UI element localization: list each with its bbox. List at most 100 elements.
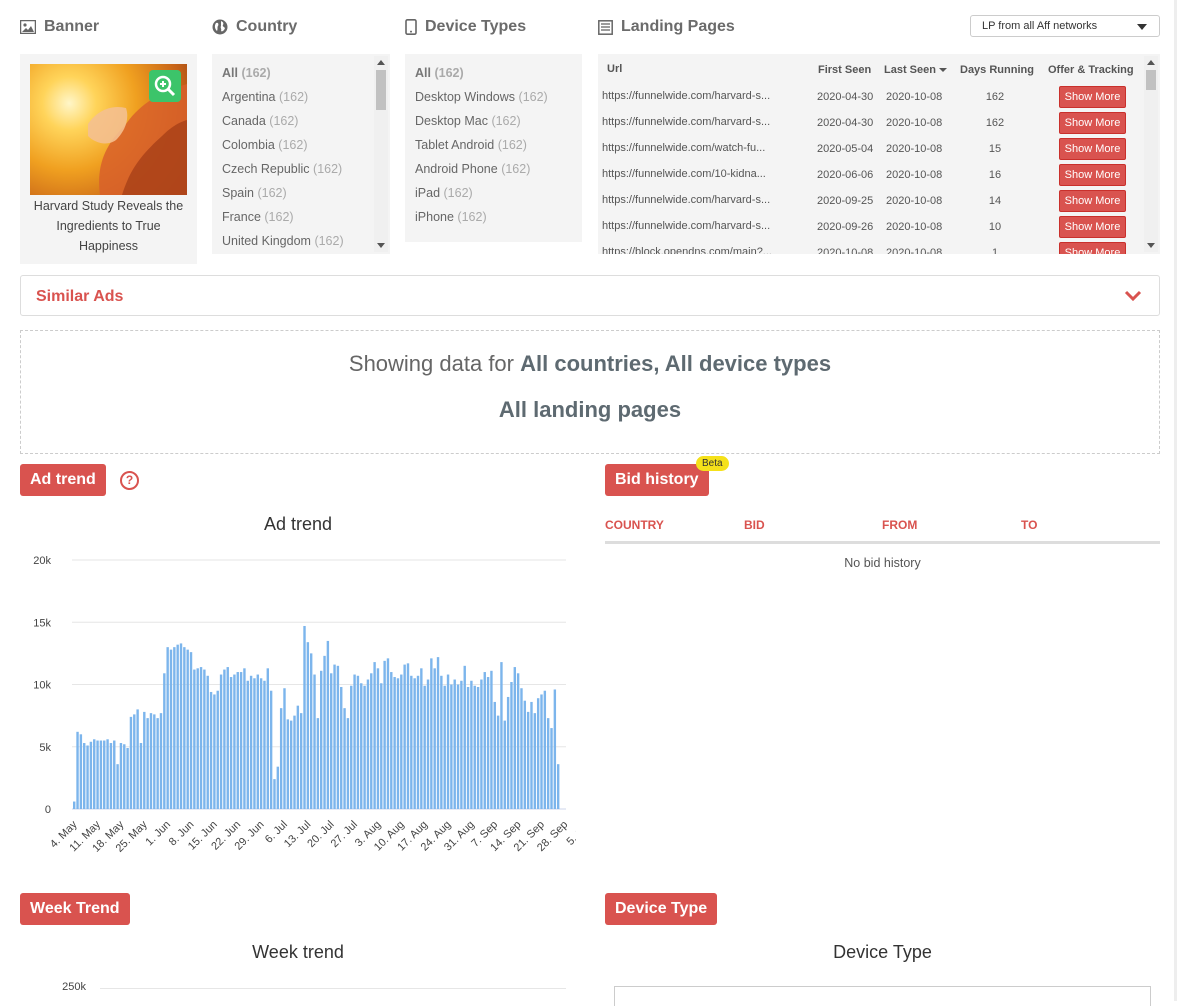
bar [326,640,330,809]
scroll-thumb[interactable] [1146,70,1156,90]
bar [396,678,400,809]
device-item-count: (162) [497,138,527,152]
bar [463,665,466,809]
device-item-all[interactable]: All (162) [415,66,464,80]
ad-trend-badge: Ad trend [20,464,106,496]
bar [176,644,179,809]
bar [99,740,103,809]
beta-badge: Beta [696,456,729,471]
y-tick-label: 0 [45,804,51,816]
show-more-button[interactable]: Show More [1059,216,1126,238]
country-item-argentina[interactable]: Argentina (162) [222,90,308,104]
x-tick-label: 5. Oct [564,819,576,848]
lp-header-last-seen-label: Last Seen [884,64,936,76]
bar [296,705,300,809]
country-item-united-kingdom[interactable]: United Kingdom (162) [222,234,344,248]
country-item-canada[interactable]: Canada (162) [222,114,298,128]
country-item-spain[interactable]: Spain (162) [222,186,287,200]
bar [93,739,96,809]
lp-header-first-seen[interactable]: First Seen [818,64,872,76]
device-item-desktop-windows[interactable]: Desktop Windows (162) [415,90,548,104]
lp-url[interactable]: https://funnelwide.com/harvard-s... [602,220,771,232]
device-item-desktop-mac[interactable]: Desktop Mac (162) [415,114,521,128]
device-item-count: (162) [457,210,487,224]
bar [119,743,123,809]
country-item-all[interactable]: All (162) [222,66,271,80]
device-item-android-phone[interactable]: Android Phone (162) [415,162,530,176]
device-item-ipad[interactable]: iPad (162) [415,186,473,200]
bar [350,685,353,809]
zoom-button[interactable] [149,70,181,102]
landing-title: Landing Pages [598,18,735,36]
bar [483,672,486,809]
country-scrollbar[interactable] [374,56,388,252]
country-item-label: Canada [222,114,266,128]
show-more-button[interactable]: Show More [1059,164,1126,186]
show-more-button[interactable]: Show More [1059,242,1126,254]
show-more-button[interactable]: Show More [1059,112,1126,134]
bar [493,701,496,809]
bar [196,668,199,809]
banner-title-text: Banner [44,18,100,35]
lp-header-url[interactable]: Url [607,63,623,75]
lp-last-seen: 2020-10-08 [886,247,943,254]
scroll-thumb[interactable] [376,70,386,110]
country-item-france[interactable]: France (162) [222,210,294,224]
similar-ads-label: Similar Ads [36,288,124,305]
lp-url[interactable]: https://funnelwide.com/harvard-s... [602,90,771,102]
lp-url[interactable]: https://funnelwide.com/harvard-s... [602,194,771,206]
scroll-up-icon[interactable] [377,60,385,65]
bar [129,716,133,809]
mobile-icon [405,19,417,35]
banner-title: Banner [20,18,99,36]
lp-scrollbar[interactable] [1144,56,1158,252]
device-item-iphone[interactable]: iPhone (162) [415,210,487,224]
bar [256,674,259,809]
bar [543,690,547,809]
lp-days-running: 14 [988,195,1002,207]
banner-image[interactable] [30,64,187,195]
lp-days-running: 162 [985,117,1005,129]
lp-url[interactable]: https://block.opendns.com/main?... [602,246,772,254]
scroll-down-icon[interactable] [1147,243,1155,248]
bar [136,709,139,809]
lp-url[interactable]: https://funnelwide.com/watch-fu... [602,142,766,154]
device-item-tablet-android[interactable]: Tablet Android (162) [415,138,527,152]
lp-header-last-seen[interactable]: Last Seen [884,64,948,76]
bar [229,677,233,809]
help-icon[interactable]: ? [120,471,139,490]
bar [183,647,186,809]
bar [133,714,136,809]
caret-down-icon [1137,24,1147,30]
show-more-button[interactable]: Show More [1059,138,1126,160]
country-item-colombia[interactable]: Colombia (162) [222,138,307,152]
bar [156,718,159,809]
y-tick-label: 20k [33,555,51,567]
lp-first-seen: 2020-09-25 [817,195,874,207]
y-tick-label: 15k [33,617,51,629]
show-more-button[interactable]: Show More [1059,190,1126,212]
lp-header-days-running[interactable]: Days Running [960,64,1034,76]
bar [526,711,530,809]
bar [320,670,323,809]
lp-first-seen: 2020-04-30 [817,91,874,103]
bar [166,647,169,809]
bar [106,739,109,809]
lp-last-seen: 2020-10-08 [886,91,943,103]
bid-history-badge: Bid history [605,464,709,496]
country-item-czech-republic[interactable]: Czech Republic (162) [222,162,342,176]
similar-ads-accordion[interactable]: Similar Ads [20,275,1160,316]
lp-network-select[interactable]: LP from all Aff networks [970,15,1160,37]
country-title-text: Country [236,18,298,35]
show-more-button[interactable]: Show More [1059,86,1126,108]
lp-url[interactable]: https://funnelwide.com/harvard-s... [602,116,771,128]
bar [536,698,540,809]
bar [360,683,363,809]
lp-url[interactable]: https://funnelwide.com/10-kidna... [602,168,766,180]
bar [199,667,203,809]
scroll-down-icon[interactable] [377,243,385,248]
bar [313,674,316,809]
bid-header-from: FROM [882,518,918,532]
scroll-up-icon[interactable] [1147,60,1155,65]
list-icon [598,19,613,35]
